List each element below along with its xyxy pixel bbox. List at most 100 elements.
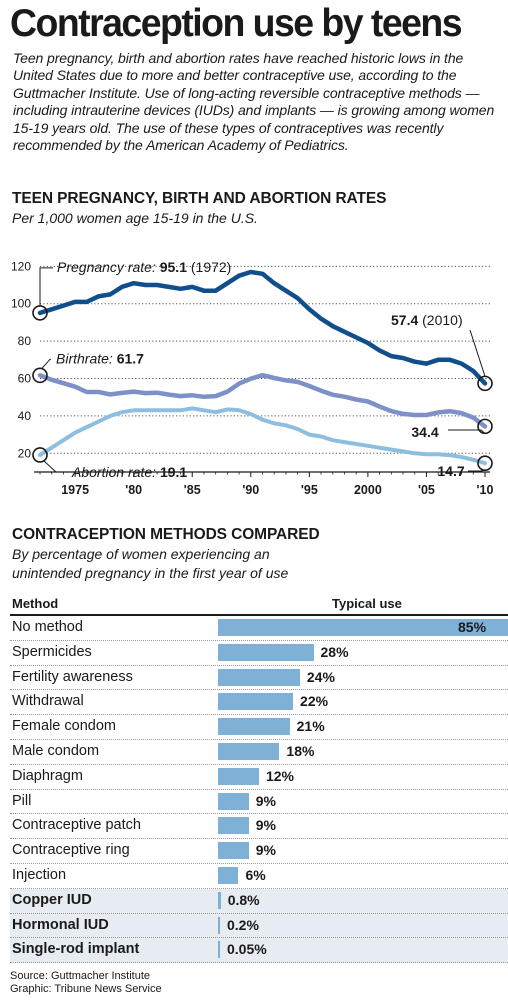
rates-section-subtitle: Per 1,000 women age 15-19 in the U.S. [12,210,258,226]
pregnancy-start-label: Pregnancy rate: 95.1 (1972) [57,259,231,275]
y-tick-label: 120 [11,259,31,273]
pregnancy-end-label: 57.4 (2010) [391,312,463,328]
method-row: Contraceptive ring 9% [10,839,508,864]
method-bar [218,619,508,636]
series-2-end-marker [477,455,493,472]
method-row: Female condom 21% [10,715,508,740]
method-row: Injection 6% [10,864,508,889]
method-label: Male condom [12,742,100,759]
x-tick-label: '85 [184,483,201,497]
method-row: Single-rod implant 0.05% [10,938,508,964]
birthrate-label-leader [41,358,51,369]
x-tick-label: '05 [418,483,435,497]
method-bar [218,742,280,760]
method-label: Injection [12,866,67,883]
method-label: Spermicides [12,643,92,660]
birthrate-end-label: 34.4 [411,424,438,440]
methods-table-header: Method Typical use [10,594,508,616]
method-row: Withdrawal 22% [10,690,508,716]
methods-section-title: CONTRACEPTION METHODS COMPARED [12,526,320,543]
birthrate-start-label: Birthrate: 61.7 [56,350,144,366]
rates-line-chart: 20 40 60 80 100 120 1975 '80 '85 '90 '95 2000 '05 '10… [11,259,494,497]
method-value-label: 9% [255,817,276,834]
y-tick-label: 80 [18,334,32,348]
method-label: Diaphragm [12,767,83,784]
series-1-start-marker [32,367,48,384]
method-row: No method 85% [10,616,508,641]
method-value-label: 0.2% [227,916,259,933]
y-tick-label: 100 [11,297,31,311]
method-label: Hormonal IUD [12,916,109,933]
methods-rows: No method 85% Spermicides 28% Fertility awar… [10,616,508,964]
pregnancy-label-leader [39,267,53,306]
x-tick-label: '80 [125,483,142,497]
method-row: Diaphragm 12% [10,765,508,790]
method-column-header: Method [12,596,59,611]
methods-section-subtitle-2: unintended pregnancy in the first year o… [12,565,289,581]
x-tick-label: 2000 [354,483,382,497]
method-value-label: 22% [300,693,329,710]
method-label: Contraceptive ring [12,842,130,859]
method-value-label: 0.8% [227,891,260,908]
abortion-end-leader [468,469,485,472]
y-tick-label: 60 [18,372,32,386]
method-bar [218,643,314,661]
method-label: Withdrawal [12,693,84,710]
method-bar [218,941,220,959]
method-bar [218,817,249,835]
y-tick-label: 40 [18,409,32,423]
method-bar [218,866,239,884]
method-label: No method [12,619,83,635]
pregnancy-end-leader [469,329,486,377]
methods-table: Method Typical use No method 85% Spermicid… [10,594,508,964]
method-value-label: 28% [320,643,349,660]
method-value-label: 24% [306,668,335,685]
method-label: Copper IUD [12,891,92,908]
series-line-0 [37,269,488,386]
source-credit: Source: Guttmacher Institute Graphic: Tr… [10,970,162,995]
method-value-label: 0.05% [227,941,267,958]
method-row: Contraceptive patch 9% [10,814,508,840]
method-label: Female condom [12,718,116,735]
series-line-2 [38,406,487,466]
y-tick-label: 20 [18,446,32,460]
graphic-credit-line: Graphic: Tribune News Service [10,982,162,995]
method-label: Pill [12,792,32,809]
typical-use-column-header: Typical use [332,596,402,611]
method-value-label: 6% [245,866,266,883]
method-row: Spermicides 28% [10,641,508,666]
abortion-start-label: Abortion rate: 19.1 [71,464,187,480]
x-tick-label: 1975 [61,483,89,497]
method-bar [218,891,221,909]
x-tick-label: '90 [242,483,259,497]
page-title: Contraception use by teens [10,2,463,45]
method-row: Male condom 18% [10,740,508,765]
method-label: Fertility awareness [12,668,133,685]
method-bar [218,693,294,711]
method-value-label: 85% [458,619,487,635]
intro-text: Teen pregnancy, birth and abortion rates… [13,50,495,154]
rates-section-title: TEEN PREGNANCY, BIRTH AND ABORTION RATES [12,190,387,207]
method-bar [218,668,300,686]
method-bar [218,916,220,934]
series-0-end-marker [477,375,493,392]
method-row: Pill 9% [10,790,508,815]
series-1-end-marker [477,418,493,435]
x-tick-label: '10 [477,483,494,497]
method-row: Copper IUD 0.8% [10,888,508,914]
method-bar [218,842,249,860]
method-bar [218,718,290,736]
abortion-end-label: 14.7 [437,463,464,479]
method-bar [218,792,249,810]
method-value-label: 9% [255,842,276,859]
method-bar [218,767,259,785]
methods-section-subtitle-1: By percentage of women experiencing an [12,546,270,562]
method-row: Hormonal IUD 0.2% [10,913,508,939]
x-tick-label: '95 [301,483,318,497]
method-label: Contraceptive patch [12,817,141,834]
series-line-1 [37,372,488,429]
abortion-label-leader [43,460,68,473]
method-value-label: 21% [296,718,325,735]
method-value-label: 18% [286,742,315,759]
birthrate-end-leader [448,429,486,434]
